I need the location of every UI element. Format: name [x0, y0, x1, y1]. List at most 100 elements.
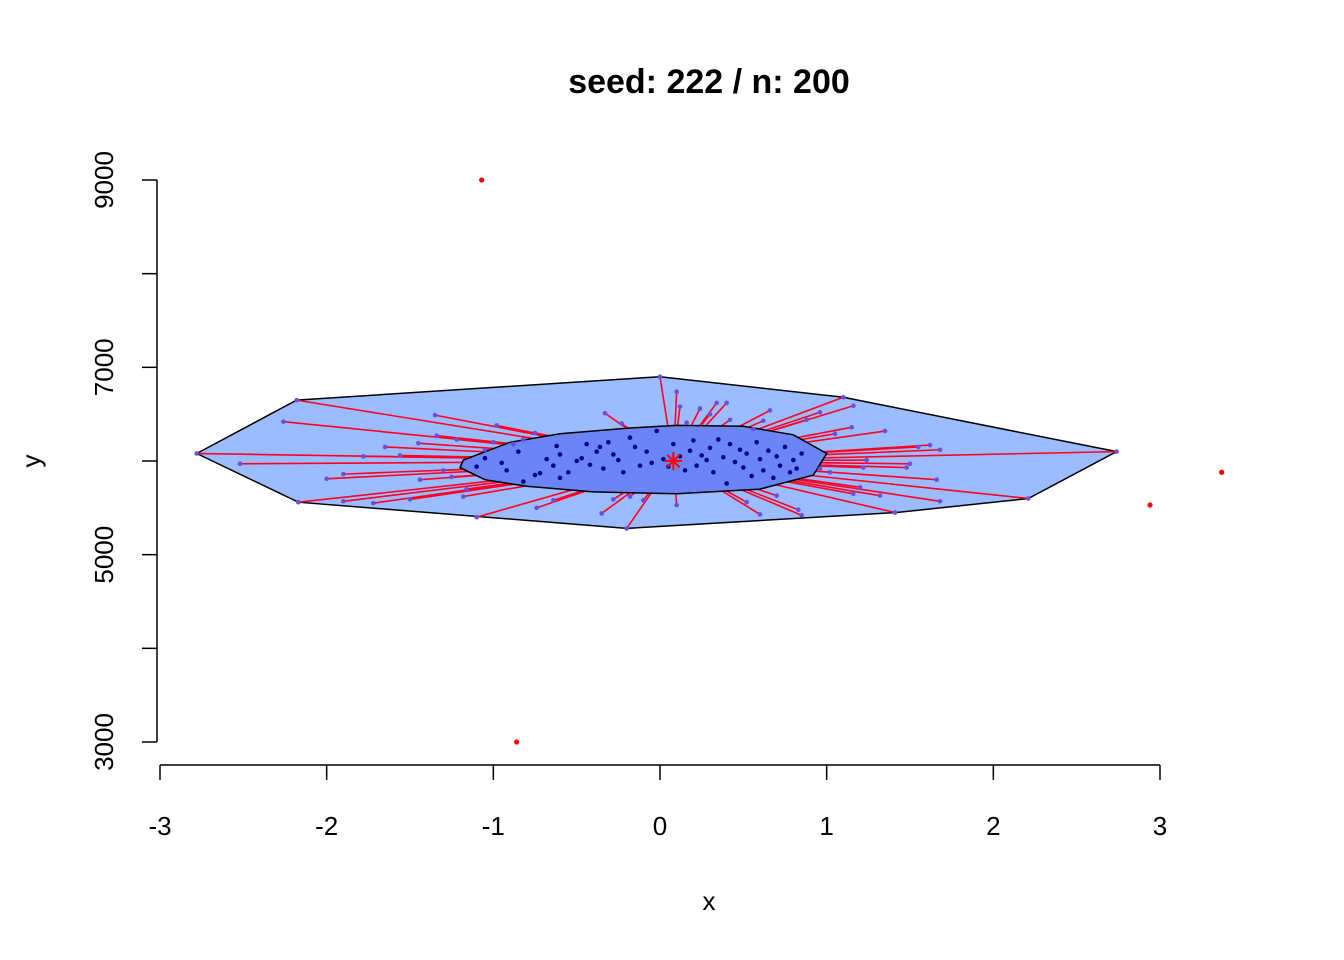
median-marker [664, 452, 683, 470]
loop-point [237, 461, 243, 467]
bag-point [606, 439, 611, 445]
loop-point [371, 500, 376, 506]
loop-point [397, 453, 403, 458]
loop-point [281, 419, 286, 424]
outlier-point [1147, 502, 1153, 508]
bag-point [707, 445, 713, 451]
loop-point [727, 417, 733, 423]
loop-point [521, 437, 526, 442]
bag-point [499, 460, 504, 466]
loop-point [796, 507, 801, 513]
bag-point [554, 443, 559, 449]
loop-point [482, 447, 488, 453]
loop-point [361, 454, 366, 459]
loop-point [934, 477, 939, 483]
x-tick-label: 0 [653, 811, 667, 841]
loop-point [774, 493, 779, 498]
bag-point [597, 444, 603, 450]
loop-point [624, 526, 629, 531]
loop-point [817, 466, 823, 471]
bag-point [621, 469, 626, 475]
outlier-point [1219, 469, 1225, 475]
loop-point [417, 477, 423, 483]
bag-point [649, 460, 654, 466]
bag-point [627, 435, 633, 440]
loop-point [927, 442, 933, 448]
loop-point [294, 397, 299, 403]
bag-point [749, 473, 754, 479]
bag-point [644, 449, 649, 454]
bag-point [711, 469, 716, 475]
loop-point [454, 437, 459, 442]
bag-point [744, 451, 749, 456]
loop-point [324, 476, 329, 482]
bag-point [482, 455, 488, 461]
loop-point [627, 494, 633, 499]
bag-point [791, 457, 796, 463]
loop-point [817, 409, 823, 415]
loop-point [551, 498, 556, 503]
y-axis: 3000 5000 7000 9000 [89, 151, 158, 771]
bag-point [771, 475, 776, 481]
loop-point [474, 514, 479, 520]
bag-point [637, 463, 643, 468]
bag-point [799, 451, 804, 456]
loop-point [916, 444, 921, 450]
loop-point [407, 497, 413, 502]
loop-point [697, 406, 703, 411]
bag-point [782, 444, 788, 450]
loop-point [341, 498, 346, 504]
outlier-point [479, 177, 485, 183]
loop-point [432, 412, 438, 418]
x-tick-label: -1 [482, 811, 505, 841]
bag-region [459, 424, 828, 495]
bag-point [671, 441, 676, 447]
x-tick-label: -3 [148, 811, 171, 841]
loop-point [341, 471, 346, 477]
bag-point [566, 469, 571, 475]
loop-point [904, 465, 909, 470]
loop-point [799, 513, 804, 518]
bag-point [724, 481, 729, 486]
loop-point [861, 465, 866, 470]
outlier-point [514, 739, 520, 745]
bag-point [766, 448, 771, 453]
median-star-stroke [666, 453, 681, 469]
loop-point [677, 404, 683, 409]
y-tick-label: 5000 [89, 526, 119, 584]
loop-point [832, 431, 838, 437]
loop-point [707, 411, 713, 417]
loop-point [449, 474, 454, 480]
loop-point [864, 457, 869, 463]
x-axis: -3 -2 -1 0 1 2 3 [148, 764, 1167, 841]
loop-point [841, 395, 846, 400]
bag-point [721, 454, 726, 460]
loop-point [674, 389, 679, 394]
bag-point [687, 448, 693, 453]
bag-point [787, 469, 793, 475]
bag-point [557, 452, 563, 457]
bag-point [544, 456, 549, 462]
loop-point [857, 484, 863, 490]
bag-point [574, 458, 579, 464]
x-tick-label: 2 [986, 811, 1000, 841]
bag-point [616, 457, 621, 463]
bag-point [579, 455, 584, 461]
loop-point [827, 469, 833, 475]
bag-point [691, 438, 696, 443]
loop-point [937, 498, 943, 504]
loop-point [194, 451, 199, 456]
bag-point [632, 444, 638, 450]
bag-point [587, 462, 593, 468]
bag-point [761, 468, 766, 473]
loop-point [532, 430, 538, 436]
loop-point [684, 420, 689, 425]
loop-point [657, 374, 663, 380]
bag-point [516, 449, 521, 454]
loop-point [761, 418, 766, 424]
loop-point [674, 502, 679, 508]
x-axis-label: x [703, 886, 716, 916]
bag-polygon [459, 424, 828, 495]
bag-point [777, 463, 783, 468]
